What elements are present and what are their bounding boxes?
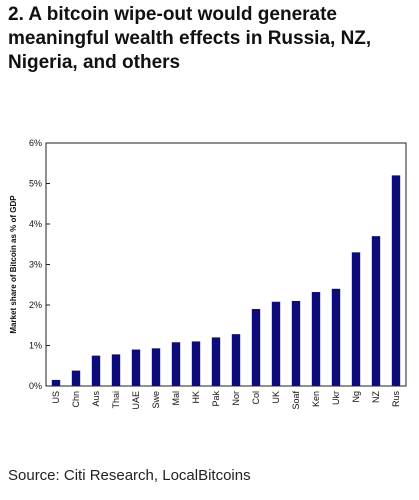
x-tick-label: UK — [271, 391, 281, 404]
bar-soaf — [291, 300, 301, 386]
x-tick-label: US — [51, 391, 61, 404]
x-tick-label: Soaf — [291, 391, 301, 410]
x-tick-label: Ken — [311, 391, 321, 407]
bars-group — [51, 175, 401, 386]
bar-rus — [391, 175, 401, 386]
bar-ukr — [331, 288, 341, 386]
y-tick-label: 6% — [29, 138, 42, 148]
bar-us — [51, 379, 61, 386]
x-tick-label: Ukr — [331, 391, 341, 405]
y-tick-label: 3% — [29, 260, 42, 270]
x-tick-label: Col — [251, 391, 261, 405]
bar-nz — [371, 236, 381, 386]
y-axis-label: Market share of Bitcoin as % of GDP — [9, 195, 18, 334]
bar-uk — [271, 301, 281, 386]
y-tick-label: 5% — [29, 179, 42, 189]
chart-headline: 2. A bitcoin wipe-out would generate mea… — [8, 4, 372, 73]
bar-ng — [351, 252, 361, 386]
bar-col — [251, 309, 261, 386]
bar-pak — [211, 337, 221, 386]
x-tick-label: Mal — [171, 391, 181, 406]
source-note: Source: Citi Research, LocalBitcoins — [8, 467, 251, 484]
y-tick-label: 1% — [29, 341, 42, 351]
y-tick-label: 4% — [29, 219, 42, 229]
bar-hk — [191, 341, 201, 386]
x-tick-label: HK — [191, 391, 201, 404]
bar-chn — [71, 370, 81, 386]
x-tick-label: Nor — [231, 391, 241, 406]
bar-aus — [91, 355, 101, 386]
x-tick-label: Swe — [151, 391, 161, 409]
bar-thai — [111, 354, 121, 386]
bar-mal — [171, 342, 181, 386]
bar-chart-svg: Market share of Bitcoin as % of GDP 0% 1%… — [9, 138, 407, 410]
bar-chart: Market share of Bitcoin as % of GDP 0% 1%… — [0, 130, 419, 430]
y-axis-ticks: 0% 1% 2% 3% 4% 5% 6% — [29, 138, 50, 391]
y-tick-label: 0% — [29, 381, 42, 391]
x-tick-label: UAE — [131, 391, 141, 410]
x-tick-label: Thai — [111, 391, 121, 409]
y-tick-label: 2% — [29, 300, 42, 310]
x-axis-ticks: US Chn Aus Thai UAE Swe Mal HK Pak Nor Col UK Soaf Ke… — [51, 391, 401, 410]
x-tick-label: Pak — [211, 391, 221, 407]
bar-uae — [131, 349, 141, 386]
plot-frame — [45, 142, 407, 387]
x-tick-label: Rus — [391, 391, 401, 408]
x-tick-label: NZ — [371, 391, 381, 403]
bar-ken — [311, 292, 321, 386]
x-tick-label: Ng — [351, 391, 361, 403]
bar-nor — [231, 334, 241, 386]
x-tick-label: Aus — [91, 391, 101, 407]
bar-swe — [151, 348, 161, 386]
x-tick-label: Chn — [71, 391, 81, 408]
